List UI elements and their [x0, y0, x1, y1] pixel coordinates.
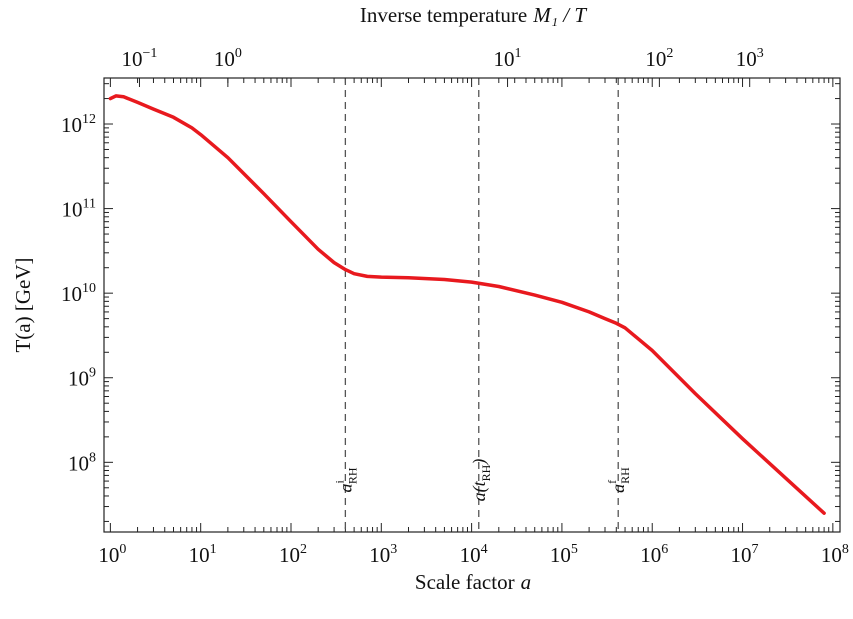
- x-tick-label: 103: [369, 542, 397, 567]
- top-axis-title: Inverse temperature M₁ / T: [360, 3, 587, 27]
- x-tick-label: 108: [821, 542, 849, 567]
- x-axis-title: Scale factor a: [415, 570, 531, 594]
- y-tick-label: 109: [68, 366, 96, 391]
- marker-label: aiRH: [332, 467, 359, 492]
- series-line: [108, 94, 826, 515]
- x-tick-label: 102: [279, 542, 307, 567]
- x-tick-label: 101: [189, 542, 217, 567]
- top-tick-label: 102: [645, 46, 673, 71]
- y-axis-title: T(a) [GeV]: [11, 257, 35, 352]
- x-tick-label: 107: [731, 542, 759, 567]
- axes: 100 101 102 103 104 105 106 107 108 108 109 1010 101…: [61, 46, 849, 567]
- vertical-markers: aiRH a(tRH) afRH: [332, 78, 632, 532]
- y-tick-label: 1010: [61, 281, 96, 306]
- plot-frame: [103, 77, 841, 533]
- top-tick-label: 100: [214, 46, 242, 71]
- series: [108, 94, 826, 515]
- marker-label: afRH: [605, 467, 632, 493]
- y-tick-label: 108: [68, 450, 96, 475]
- x-tick-label: 106: [640, 542, 668, 567]
- top-tick-label: 10−1: [122, 46, 158, 71]
- x-tick-label: 105: [550, 542, 578, 567]
- y-tick-label: 1011: [62, 197, 96, 222]
- marker-label: a(tRH): [469, 459, 493, 502]
- x-tick-label: 104: [460, 542, 488, 567]
- x-tick-label: 100: [98, 542, 126, 567]
- top-tick-label: 101: [494, 46, 522, 71]
- y-tick-label: 1012: [61, 112, 96, 137]
- top-tick-label: 103: [736, 46, 764, 71]
